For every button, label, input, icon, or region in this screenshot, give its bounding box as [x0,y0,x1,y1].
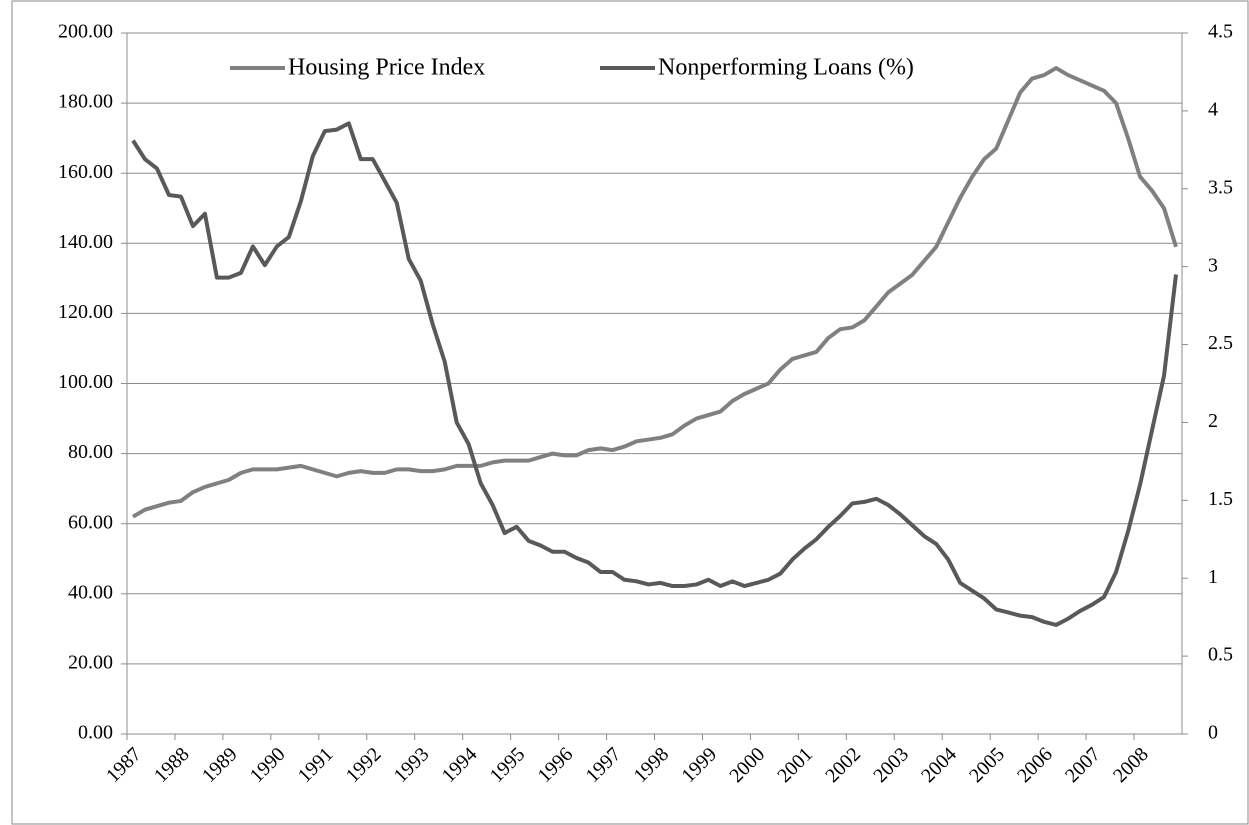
x-tick-label: 1992 [342,743,386,787]
y-tick-label: 120.00 [58,301,113,323]
y-tick-label: 40.00 [68,581,113,603]
y2-tick-label: 0 [1208,722,1218,744]
x-tick-label: 2008 [1109,743,1153,787]
x-tick-label: 1993 [390,743,434,787]
y-tick-label: 60.00 [68,511,113,533]
y-tick-label: 0.00 [78,722,113,744]
x-tick-label: 2004 [917,743,961,787]
y2-tick-label: 1.5 [1208,488,1233,510]
y-tick-label: 140.00 [58,231,113,253]
y-tick-label: 180.00 [58,91,113,113]
y2-tick-label: 1 [1208,566,1218,588]
chart-frame [11,0,1249,825]
series-line [131,66,1178,519]
x-tick-label: 2000 [725,743,769,787]
y-tick-label: 200.00 [58,21,113,43]
x-tick-label: 1990 [246,743,290,787]
y2-tick-label: 2.5 [1208,332,1233,354]
x-tick-label: 1998 [629,743,673,787]
x-tick-label: 2007 [1061,743,1105,787]
legend-label: Nonperforming Loans (%) [658,55,914,81]
series-line [131,121,1178,627]
x-tick-label: 2003 [869,743,913,787]
x-tick-label: 1995 [486,743,530,787]
x-tick-label: 2001 [773,743,817,787]
x-tick-label: 2002 [821,743,865,787]
y-tick-label: 160.00 [58,161,113,183]
x-tick-label: 1994 [438,743,482,787]
y2-tick-label: 3 [1208,254,1218,276]
x-tick-label: 1988 [150,743,194,787]
x-tick-label: 1991 [294,743,338,787]
y-tick-label: 100.00 [58,371,113,393]
y2-tick-label: 4.5 [1208,21,1233,43]
x-tick-label: 1996 [534,743,578,787]
y2-tick-label: 4 [1208,98,1218,120]
y2-tick-label: 0.5 [1208,644,1233,666]
y2-tick-label: 2 [1208,410,1218,432]
x-tick-label: 1999 [677,743,721,787]
y-tick-label: 20.00 [68,651,113,673]
x-tick-label: 1987 [102,743,146,787]
x-tick-label: 1989 [198,743,242,787]
x-tick-label: 2005 [965,743,1009,787]
y2-tick-label: 3.5 [1208,176,1233,198]
legend-label: Housing Price Index [288,55,485,81]
y-tick-label: 80.00 [68,441,113,463]
x-tick-label: 2006 [1013,743,1057,787]
x-tick-label: 1997 [581,743,625,787]
